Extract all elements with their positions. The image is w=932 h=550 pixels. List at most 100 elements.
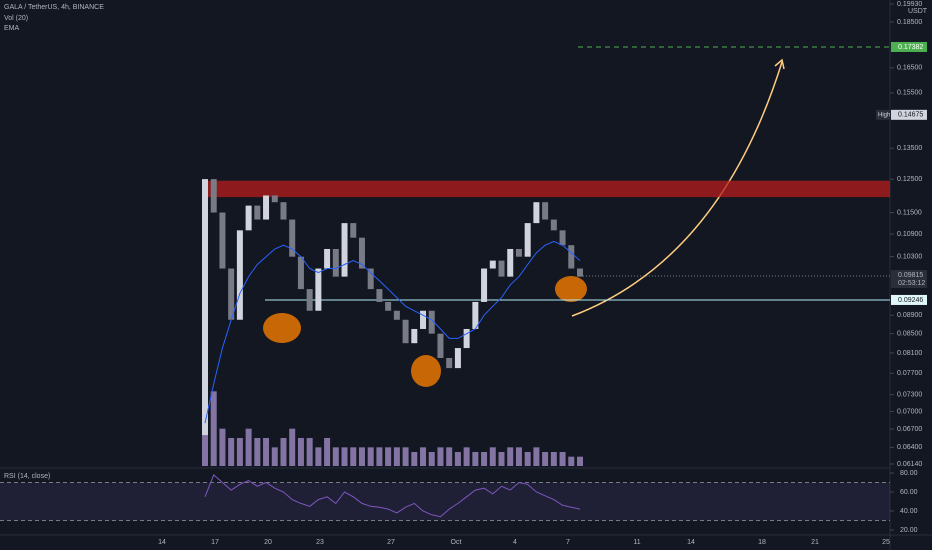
time-label: 4 [513, 539, 517, 546]
volume-bar [542, 452, 549, 466]
volume-bar [385, 447, 392, 466]
volume-bar [515, 447, 522, 466]
high-tag-value-bg [891, 109, 927, 120]
time-label: 14 [687, 539, 695, 546]
volume-bar [236, 438, 243, 466]
candle [393, 310, 400, 320]
price-tick-label: 0.08900 [897, 312, 922, 319]
volume-bar [315, 447, 322, 466]
volume-bar [332, 447, 339, 466]
volume-bar [524, 452, 531, 466]
time-label: 7 [566, 539, 570, 546]
bottom-marker [411, 355, 441, 387]
volume-bar [358, 447, 365, 466]
price-tick-label: 0.16500 [897, 65, 922, 72]
volume-bar [210, 391, 217, 466]
ema-legend: EMA [4, 25, 20, 32]
volume-bar [263, 438, 270, 466]
time-label: 20 [264, 539, 272, 546]
rsi-tick-label: 60.00 [900, 489, 918, 496]
support-tag [891, 294, 927, 305]
time-label: 11 [633, 539, 640, 546]
volume-bar [463, 447, 470, 466]
candle [263, 195, 270, 220]
candle [245, 205, 252, 231]
time-label: 21 [811, 539, 819, 546]
candle [254, 205, 261, 220]
volume-bar [437, 447, 444, 466]
price-tick-label: 0.13500 [897, 145, 922, 152]
volume-bar [402, 447, 409, 466]
candle [315, 268, 322, 311]
arrow-head [774, 58, 785, 70]
volume-bar [219, 428, 226, 466]
volume-bar [306, 438, 313, 466]
time-label: 17 [211, 539, 219, 546]
volume-bar [245, 428, 252, 466]
price-tick-label: 0.15500 [897, 90, 922, 97]
target-tag [891, 41, 927, 52]
candle [463, 328, 470, 349]
volume-bar [420, 447, 427, 466]
candle [498, 260, 505, 277]
price-tick-label: 0.07300 [897, 391, 922, 398]
candle [507, 248, 514, 277]
candle [358, 237, 365, 269]
resistance-zone [205, 180, 890, 198]
price-tick-label: 0.19930 [897, 1, 922, 8]
time-label: Oct [451, 539, 462, 546]
candle [376, 289, 383, 302]
volume-legend: Vol (20) [4, 15, 28, 22]
last-price-label: 0.09815 [898, 272, 923, 279]
candle [550, 219, 557, 231]
price-tick-label: 0.07700 [897, 370, 922, 377]
candle [228, 268, 235, 320]
candle [219, 212, 226, 269]
candle [236, 230, 243, 320]
volume-bar [568, 456, 575, 466]
candle [420, 310, 427, 329]
ema-line [204, 240, 581, 424]
high-tag: High [878, 112, 890, 118]
candle [271, 195, 278, 203]
candle [411, 328, 418, 344]
volume-bar [341, 447, 348, 466]
candle [577, 268, 583, 277]
rsi-tick-label: 20.00 [900, 527, 918, 534]
candle [297, 256, 304, 290]
volume-bar [498, 452, 505, 466]
volume-bar [280, 438, 287, 466]
price-tick-label: 0.10300 [897, 254, 922, 261]
candle [280, 202, 287, 220]
volume-bar [254, 438, 261, 466]
candle [559, 230, 566, 246]
price-tick-label: 0.06400 [897, 444, 922, 451]
candle [533, 202, 540, 224]
support-label: 0.09246 [898, 297, 923, 304]
volume-bar [350, 447, 357, 466]
volume-bar [428, 452, 435, 466]
candle [481, 268, 488, 302]
volume-bar [489, 447, 496, 466]
candle [454, 348, 461, 369]
candle [210, 179, 217, 213]
projection-arrow [571, 61, 783, 317]
candle [385, 301, 392, 311]
candle [542, 202, 549, 220]
candle [202, 179, 208, 436]
candle [446, 357, 453, 369]
price-tick-label: 0.08100 [897, 350, 922, 357]
price-tick-label: 0.11500 [897, 209, 922, 216]
candle [341, 223, 348, 277]
symbol-title: GALA / TetherUS, 4h, BINANCE [4, 4, 104, 11]
volume-bar [411, 452, 418, 466]
last-price-tag [891, 270, 927, 289]
price-tick-label: 0.08500 [897, 331, 922, 338]
volume-bar [472, 452, 479, 466]
price-tick-label: 0.18500 [897, 19, 922, 26]
price-tick-label: 0.07000 [897, 408, 922, 415]
volume-bar [297, 438, 304, 466]
candle [489, 260, 496, 269]
rsi-tick-label: 40.00 [900, 508, 918, 515]
time-label: 18 [758, 539, 766, 546]
